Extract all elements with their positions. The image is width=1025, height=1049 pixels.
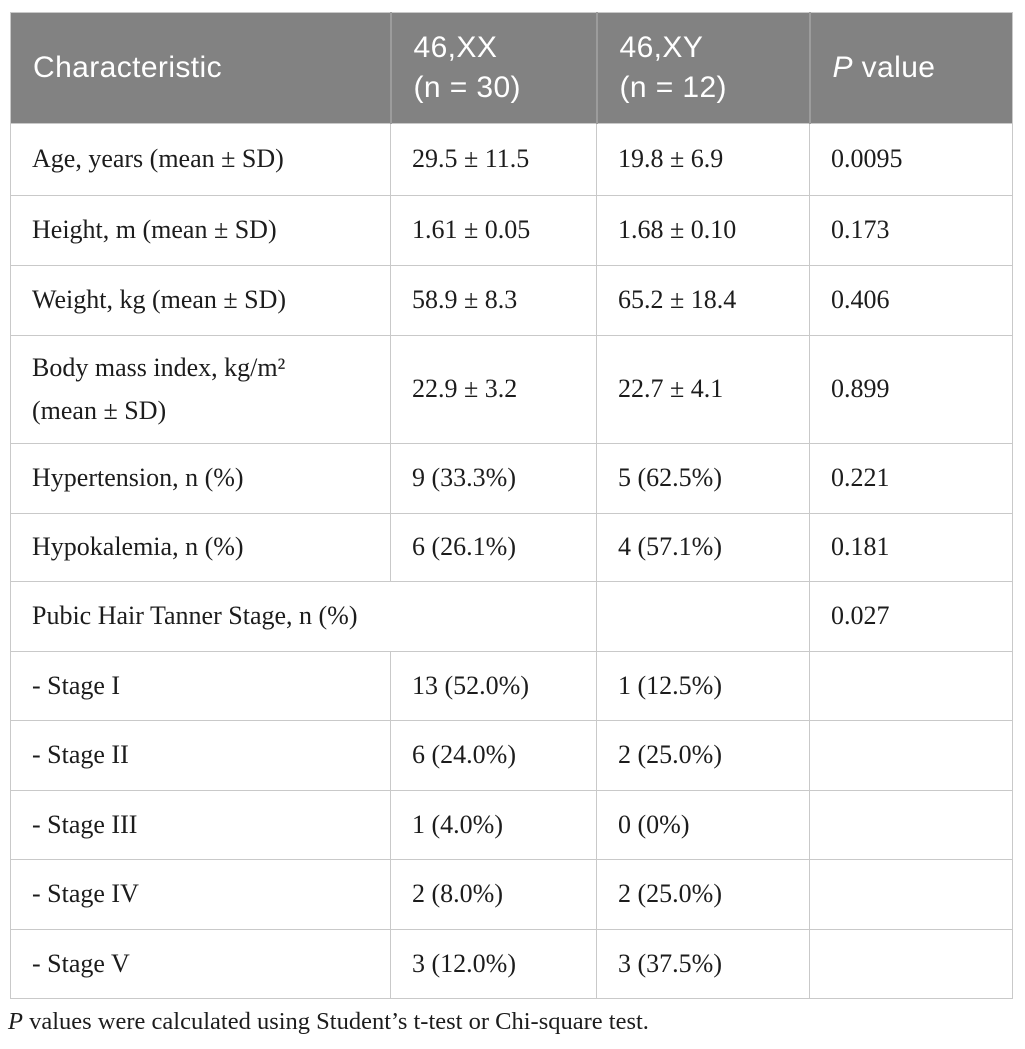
xx-value-cell: 13 (52.0%) xyxy=(390,651,597,721)
characteristic-cell: - Stage II xyxy=(10,720,391,791)
col-header-pvalue: P value xyxy=(808,12,1013,124)
xx-value-cell: 1 (4.0%) xyxy=(390,790,597,860)
characteristic-cell: - Stage IV xyxy=(10,859,391,930)
xy-value-cell: 5 (62.5%) xyxy=(596,443,810,514)
col-header-46xy-line1: 46,XY xyxy=(619,31,704,64)
table-row-stage-1: - Stage I 13 (52.0%) 1 (12.5%) xyxy=(10,651,1013,721)
p-value-cell xyxy=(809,720,1013,791)
col-header-pvalue-rest: value xyxy=(852,51,936,84)
table-row-stage-2: - Stage II 6 (24.0%) 2 (25.0%) xyxy=(10,720,1013,791)
xy-value-cell: 4 (57.1%) xyxy=(596,513,810,582)
xx-value-cell: 29.5 ± 11.5 xyxy=(390,123,597,196)
col-header-pvalue-p: P xyxy=(832,51,853,84)
p-value-cell xyxy=(809,651,1013,721)
p-value-cell: 0.181 xyxy=(809,513,1013,582)
characteristics-table: Characteristic 46,XX (n = 30) 46,XY (n =… xyxy=(10,12,1013,999)
characteristic-cell: - Stage I xyxy=(10,651,391,721)
table-row-age: Age, years (mean ± SD) 29.5 ± 11.5 19.8 … xyxy=(10,123,1013,196)
table-row-stage-4: - Stage IV 2 (8.0%) 2 (25.0%) xyxy=(10,859,1013,930)
p-value-cell: 0.027 xyxy=(809,581,1013,652)
table-row-stage-3: - Stage III 1 (4.0%) 0 (0%) xyxy=(10,790,1013,860)
xy-value-cell: 1.68 ± 0.10 xyxy=(596,195,810,266)
xx-value-cell: 1.61 ± 0.05 xyxy=(390,195,597,266)
xy-value-cell: 22.7 ± 4.1 xyxy=(596,335,810,444)
xy-value-cell: 2 (25.0%) xyxy=(596,859,810,930)
col-header-46xx: 46,XX (n = 30) xyxy=(389,12,597,124)
characteristic-cell: Age, years (mean ± SD) xyxy=(10,123,391,196)
p-value-cell xyxy=(809,859,1013,930)
p-value-cell: 0.221 xyxy=(809,443,1013,514)
table-row-hypokalemia: Hypokalemia, n (%) 6 (26.1%) 4 (57.1%) 0… xyxy=(10,513,1013,582)
p-value-cell: 0.173 xyxy=(809,195,1013,266)
xy-value-cell: 19.8 ± 6.9 xyxy=(596,123,810,196)
characteristic-cell: Height, m (mean ± SD) xyxy=(10,195,391,266)
col-header-characteristic: Characteristic xyxy=(10,12,391,124)
table-row-bmi: Body mass index, kg/m² (mean ± SD) 22.9 … xyxy=(10,335,1013,444)
xx-value-cell: 58.9 ± 8.3 xyxy=(390,265,597,336)
p-value-cell: 0.406 xyxy=(809,265,1013,336)
xy-value-cell xyxy=(596,581,810,652)
table-footnote: P values were calculated using Student’s… xyxy=(8,1008,649,1036)
xx-value-cell: 22.9 ± 3.2 xyxy=(390,335,597,444)
characteristic-cell: Hypokalemia, n (%) xyxy=(10,513,391,582)
table-row-tanner-stage: Pubic Hair Tanner Stage, n (%) 0.027 xyxy=(10,581,1013,652)
characteristic-cell-spanning: Pubic Hair Tanner Stage, n (%) xyxy=(10,581,597,652)
table-footnote-text: values were calculated using Student’s t… xyxy=(22,1008,649,1035)
characteristic-cell: Body mass index, kg/m² (mean ± SD) xyxy=(10,335,391,444)
xy-value-cell: 3 (37.5%) xyxy=(596,929,810,999)
xy-value-cell: 0 (0%) xyxy=(596,790,810,860)
characteristic-cell: - Stage III xyxy=(10,790,391,860)
p-value-cell: 0.899 xyxy=(809,335,1013,444)
xx-value-cell: 6 (26.1%) xyxy=(390,513,597,582)
table-footnote-p: P xyxy=(8,1008,23,1035)
characteristic-cell: Weight, kg (mean ± SD) xyxy=(10,265,391,336)
table-row-height: Height, m (mean ± SD) 1.61 ± 0.05 1.68 ±… xyxy=(10,195,1013,266)
xy-value-cell: 1 (12.5%) xyxy=(596,651,810,721)
xx-value-cell: 3 (12.0%) xyxy=(390,929,597,999)
characteristic-cell: Hypertension, n (%) xyxy=(10,443,391,514)
p-value-cell: 0.0095 xyxy=(809,123,1013,196)
xx-value-cell: 2 (8.0%) xyxy=(390,859,597,930)
p-value-cell xyxy=(809,790,1013,860)
col-header-46xy: 46,XY (n = 12) xyxy=(595,12,810,124)
table-row-hypertension: Hypertension, n (%) 9 (33.3%) 5 (62.5%) … xyxy=(10,443,1013,514)
col-header-46xy-line2: (n = 12) xyxy=(619,71,727,104)
table-header-row: Characteristic 46,XX (n = 30) 46,XY (n =… xyxy=(10,12,1013,124)
xy-value-cell: 2 (25.0%) xyxy=(596,720,810,791)
col-header-46xx-line2: (n = 30) xyxy=(413,71,521,104)
col-header-characteristic-label: Characteristic xyxy=(33,51,222,84)
xy-value-cell: 65.2 ± 18.4 xyxy=(596,265,810,336)
table-row-weight: Weight, kg (mean ± SD) 58.9 ± 8.3 65.2 ±… xyxy=(10,265,1013,336)
xx-value-cell: 6 (24.0%) xyxy=(390,720,597,791)
col-header-46xx-line1: 46,XX xyxy=(413,31,498,64)
p-value-cell xyxy=(809,929,1013,999)
characteristic-cell: - Stage V xyxy=(10,929,391,999)
xx-value-cell: 9 (33.3%) xyxy=(390,443,597,514)
table-row-stage-5: - Stage V 3 (12.0%) 3 (37.5%) xyxy=(10,929,1013,999)
